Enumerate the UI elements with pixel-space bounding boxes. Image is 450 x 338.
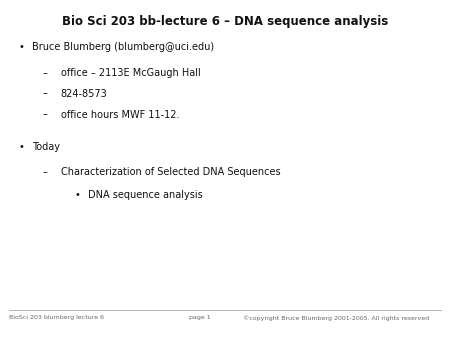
Text: DNA sequence analysis: DNA sequence analysis	[88, 190, 202, 200]
Text: –: –	[43, 110, 48, 120]
Text: •: •	[18, 42, 24, 52]
Text: Characterization of Selected DNA Sequences: Characterization of Selected DNA Sequenc…	[61, 167, 280, 177]
Text: office hours MWF 11-12.: office hours MWF 11-12.	[61, 110, 179, 120]
Text: •: •	[74, 190, 80, 200]
Text: –: –	[43, 68, 48, 78]
Text: –: –	[43, 89, 48, 99]
Text: BioSci 203 blumberg lecture 6: BioSci 203 blumberg lecture 6	[9, 315, 104, 320]
Text: page 1: page 1	[189, 315, 211, 320]
Text: •: •	[18, 142, 24, 152]
Text: ©copyright Bruce Blumberg 2001-2005. All rights reserved: ©copyright Bruce Blumberg 2001-2005. All…	[243, 315, 429, 321]
Text: office – 2113E McGaugh Hall: office – 2113E McGaugh Hall	[61, 68, 201, 78]
Text: Today: Today	[32, 142, 60, 152]
Text: 824-8573: 824-8573	[61, 89, 108, 99]
Text: –: –	[43, 167, 48, 177]
Text: Bruce Blumberg (blumberg@uci.edu): Bruce Blumberg (blumberg@uci.edu)	[32, 42, 215, 52]
Text: Bio Sci 203 bb-lecture 6 – DNA sequence analysis: Bio Sci 203 bb-lecture 6 – DNA sequence …	[62, 15, 388, 28]
